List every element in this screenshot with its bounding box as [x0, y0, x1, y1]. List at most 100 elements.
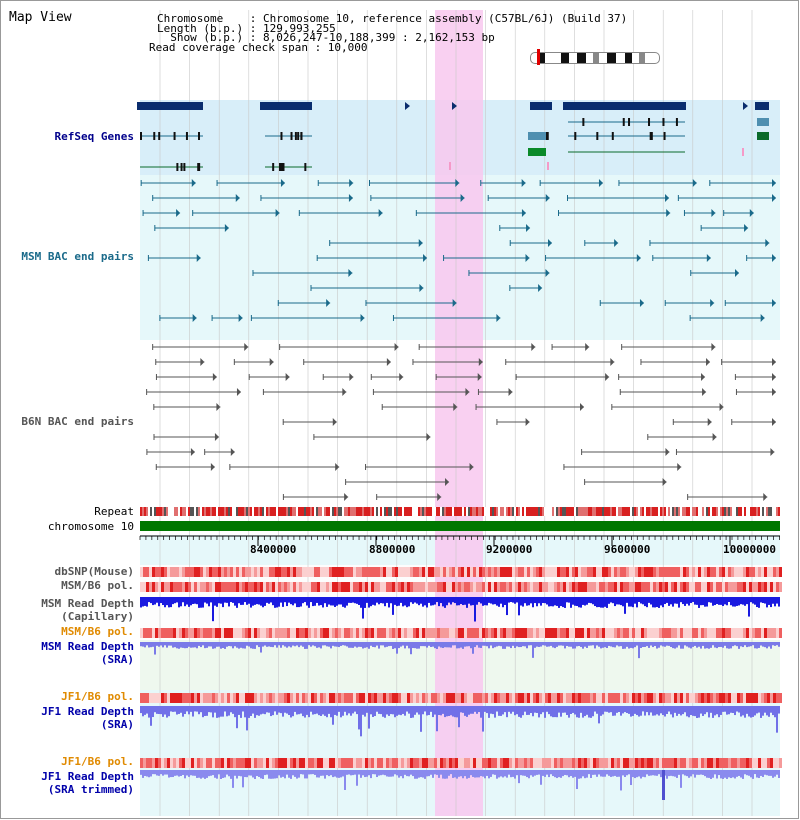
repeat-segment — [574, 507, 576, 516]
read-depth-bar — [722, 597, 724, 607]
polymorphism-cell — [761, 693, 764, 703]
repeat-segment — [512, 507, 514, 516]
read-depth-bar — [430, 770, 432, 775]
read-depth-bar — [532, 770, 534, 777]
read-depth-bar — [578, 642, 580, 647]
read-depth-bar — [210, 770, 212, 776]
read-depth-bar — [498, 642, 500, 646]
read-depth-bar — [646, 706, 648, 713]
read-depth-bar — [338, 642, 340, 648]
read-depth-bar — [350, 642, 352, 648]
read-depth-bar — [258, 706, 260, 716]
polymorphism-cell — [668, 693, 671, 703]
repeat-segment — [364, 507, 366, 516]
read-depth-bar — [686, 770, 688, 777]
b6n-bac-pair-end — [665, 448, 670, 456]
read-depth-bar — [256, 706, 258, 716]
repeat-segment — [148, 507, 150, 516]
repeat-segment — [776, 507, 778, 516]
polymorphism-cell — [659, 693, 662, 703]
polymorphism-cell — [530, 582, 533, 592]
polymorphism-cell — [242, 758, 245, 768]
polymorphism-cell — [572, 758, 575, 768]
polymorphism-cell — [335, 582, 338, 592]
msm-bac-pair-end — [772, 179, 776, 187]
polymorphism-cell — [317, 567, 320, 577]
read-depth-bar — [608, 597, 610, 604]
read-depth-bar — [282, 642, 284, 646]
msm-bac-pair-end — [545, 269, 550, 277]
read-depth-bar — [574, 770, 576, 777]
repeat-segment — [208, 507, 210, 516]
polymorphism-cell — [146, 582, 149, 592]
refseq-exon — [628, 118, 631, 126]
read-depth-bar — [266, 706, 268, 713]
track-label-msm-bac[interactable]: MSM BAC end pairs — [21, 250, 134, 263]
polymorphism-cell — [527, 758, 530, 768]
read-depth-bar — [572, 770, 574, 778]
read-depth-bar — [618, 770, 620, 777]
polymorphism-cell — [650, 582, 653, 592]
read-depth-bar — [160, 642, 162, 646]
read-depth-bar — [536, 706, 538, 713]
read-depth-bar — [742, 642, 744, 648]
repeat-segment — [372, 507, 374, 516]
read-depth-bar — [408, 706, 410, 714]
polymorphism-cell — [512, 693, 515, 703]
read-depth-bar — [738, 597, 740, 606]
polymorphism-cell — [470, 567, 473, 577]
polymorphism-cell — [476, 758, 479, 768]
polymorphism-cell — [497, 628, 500, 638]
polymorphism-cell — [764, 693, 767, 703]
read-depth-bar — [358, 706, 360, 730]
polymorphism-cell — [239, 628, 242, 638]
polymorphism-cell — [608, 693, 611, 703]
polymorphism-cell — [695, 758, 698, 768]
read-depth-bar — [422, 770, 424, 778]
read-depth-bar — [584, 706, 586, 717]
read-depth-bar — [264, 706, 266, 715]
read-depth-bar — [740, 642, 742, 647]
polymorphism-cell — [224, 693, 227, 703]
msm-bac-pair-end — [760, 314, 765, 322]
axis-tick-label: 9200000 — [486, 543, 533, 556]
read-depth-bar — [764, 597, 766, 604]
read-depth-bar — [420, 706, 422, 732]
chromosome-ideogram[interactable] — [530, 52, 660, 64]
polymorphism-cell — [761, 582, 764, 592]
read-depth-bar — [662, 642, 664, 647]
read-depth-bar — [418, 770, 420, 778]
track-label-refseq[interactable]: RefSeq Genes — [54, 130, 134, 143]
polymorphism-cell — [710, 582, 713, 592]
read-depth-bar — [744, 706, 746, 718]
polymorphism-cell — [611, 628, 614, 638]
repeat-segment — [222, 507, 224, 516]
polymorphism-cell — [518, 628, 521, 638]
polymorphism-cell — [533, 693, 536, 703]
polymorphism-cell — [746, 693, 749, 703]
read-depth-bar — [418, 597, 420, 606]
ideogram-position-marker[interactable] — [537, 49, 540, 65]
polymorphism-cell — [236, 758, 239, 768]
refseq-gene-block — [530, 102, 552, 110]
polymorphism-cell — [287, 582, 290, 592]
polymorphism-cell — [533, 758, 536, 768]
polymorphism-cell — [506, 628, 509, 638]
read-depth-bar — [390, 770, 392, 777]
b6n-bac-pair-end — [285, 373, 290, 381]
refseq-mark — [449, 162, 451, 170]
polymorphism-cell — [518, 582, 521, 592]
track-label-b6n-bac[interactable]: B6N BAC end pairs — [21, 415, 134, 428]
read-depth-bar — [612, 597, 614, 604]
polymorphism-cell — [776, 758, 779, 768]
read-depth-bar — [198, 770, 200, 778]
polymorphism-cell — [236, 582, 239, 592]
polymorphism-cell — [731, 693, 734, 703]
polymorphism-cell — [458, 693, 461, 703]
polymorphism-cell — [149, 758, 152, 768]
read-depth-bar — [154, 642, 156, 655]
axis-tick-label: 8800000 — [369, 543, 416, 556]
polymorphism-cell — [557, 567, 560, 577]
read-depth-bar — [400, 706, 402, 716]
